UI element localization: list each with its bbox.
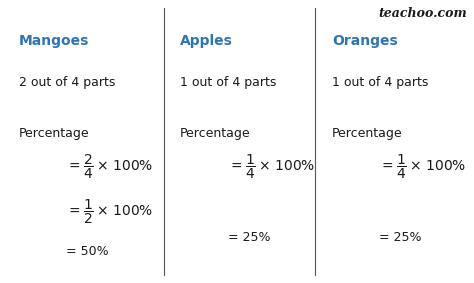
Text: $=\dfrac{1}{4}$ × 100%: $=\dfrac{1}{4}$ × 100% [379, 153, 466, 181]
Text: teachoo.com: teachoo.com [378, 7, 467, 20]
Text: = 25%: = 25% [379, 231, 422, 244]
Text: Percentage: Percentage [180, 127, 251, 140]
Text: Apples: Apples [180, 34, 233, 48]
Text: Percentage: Percentage [332, 127, 402, 140]
Text: = 50%: = 50% [66, 245, 109, 258]
Text: = 25%: = 25% [228, 231, 270, 244]
Text: $=\dfrac{2}{4}$ × 100%: $=\dfrac{2}{4}$ × 100% [66, 153, 154, 181]
Text: Mangoes: Mangoes [19, 34, 89, 48]
Text: 1 out of 4 parts: 1 out of 4 parts [332, 76, 428, 89]
Text: Percentage: Percentage [19, 127, 90, 140]
Text: $=\dfrac{1}{4}$ × 100%: $=\dfrac{1}{4}$ × 100% [228, 153, 315, 181]
Text: Oranges: Oranges [332, 34, 398, 48]
Text: 1 out of 4 parts: 1 out of 4 parts [180, 76, 276, 89]
Text: $=\dfrac{1}{2}$ × 100%: $=\dfrac{1}{2}$ × 100% [66, 198, 154, 226]
Text: 2 out of 4 parts: 2 out of 4 parts [19, 76, 115, 89]
